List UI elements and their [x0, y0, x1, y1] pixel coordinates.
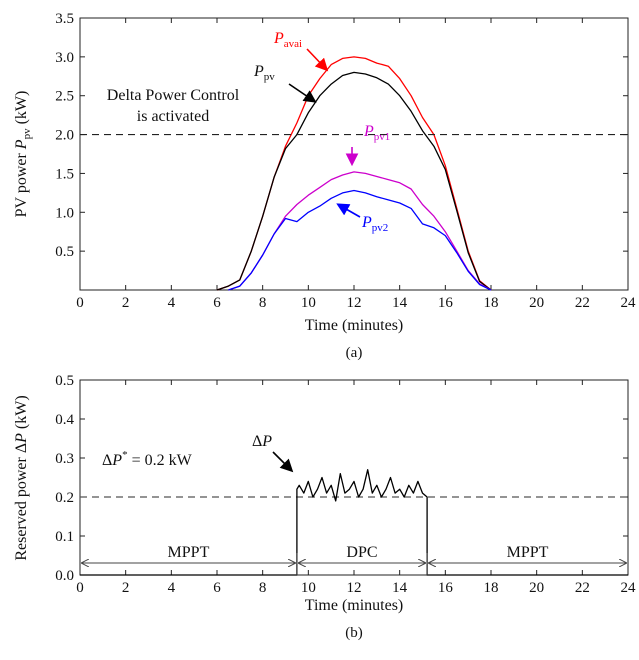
caption-a: (a) [346, 345, 363, 361]
x-tick-label-a: 12 [347, 295, 362, 311]
plot-area-a [79, 17, 629, 291]
x-tick-label-b: 0 [76, 580, 84, 596]
panel-a: 0 2 4 6 8 10 12 14 16 18 20 22 240.51.01.52.02.53.03… [13, 11, 636, 361]
series-group-b [80, 469, 628, 576]
x-tick-label-b: 24 [621, 580, 637, 596]
y-tick-label-a: 3.0 [55, 50, 74, 66]
y-tick-label-b: 0.4 [55, 412, 74, 428]
arrow-p-pv [288, 83, 317, 103]
x-tick-label-b: 4 [168, 580, 176, 596]
label-delta-p: ΔP [252, 433, 272, 450]
axis-ticks-b: 0 2 4 6 8 10 12 14 16 18 20 22 240.00.10.20.30.40.5 [55, 373, 636, 596]
y-tick-label-b: 0.2 [55, 490, 74, 506]
x-tick-label-b: 8 [259, 580, 267, 596]
y-axis-label-b: Reserved power ΔP (kW) [13, 395, 30, 560]
label-p-pv: Ppv [253, 63, 275, 83]
x-tick-label-a: 0 [76, 295, 84, 311]
x-tick-label-a: 22 [575, 295, 590, 311]
y-tick-label-a: 0.5 [55, 244, 74, 260]
x-axis-label-a: Time (minutes) [305, 317, 404, 334]
x-tick-label-b: 14 [392, 580, 408, 596]
region-label-2: MPPT [507, 544, 549, 561]
y-tick-label-a: 2.5 [55, 89, 74, 105]
x-tick-label-a: 10 [301, 295, 316, 311]
x-tick-label-b: 2 [122, 580, 130, 596]
arrow-delta-p [272, 451, 294, 473]
region-label-1: DPC [346, 544, 377, 561]
x-tick-label-a: 16 [438, 295, 454, 311]
x-tick-label-b: 10 [301, 580, 316, 596]
x-tick-label-a: 14 [392, 295, 408, 311]
y-tick-label-b: 0.3 [55, 451, 74, 467]
regions-b: MPPT DPC MPPT [82, 544, 626, 575]
y-tick-label-a: 1.0 [55, 205, 74, 221]
arrow-p-pv2 [336, 203, 361, 218]
x-tick-label-a: 20 [529, 295, 544, 311]
caption-b: (b) [345, 625, 363, 641]
series-line-b-0 [80, 469, 628, 576]
x-tick-label-b: 6 [213, 580, 221, 596]
ref-label-b: ΔP* = 0.2 kW [102, 449, 193, 469]
y-tick-label-b: 0.5 [55, 373, 74, 389]
label-p-pv2: Ppv2 [361, 214, 388, 234]
ref-label-a-line2: is activated [137, 108, 209, 125]
y-tick-label-a: 2.0 [55, 128, 74, 144]
ref-label-bg-b [96, 448, 216, 470]
x-tick-label-a: 2 [122, 295, 130, 311]
x-tick-label-b: 12 [347, 580, 362, 596]
x-axis-label-b: Time (minutes) [305, 597, 404, 614]
region-label-0: MPPT [168, 544, 210, 561]
label-p-avai: Pavai [273, 30, 302, 50]
x-tick-label-b: 22 [575, 580, 590, 596]
y-tick-label-a: 3.5 [55, 11, 74, 27]
label-p-pv1: Ppv1 [363, 123, 390, 143]
x-tick-label-a: 24 [621, 295, 637, 311]
x-tick-label-b: 20 [529, 580, 544, 596]
x-tick-label-b: 18 [484, 580, 499, 596]
x-tick-label-a: 18 [484, 295, 499, 311]
x-tick-label-a: 6 [213, 295, 221, 311]
y-tick-label-b: 0.1 [55, 529, 74, 545]
series-line-a-3 [228, 189, 492, 291]
y-tick-label-a: 1.5 [55, 166, 74, 182]
series-line-a-1 [216, 71, 492, 291]
x-tick-label-a: 8 [259, 295, 267, 311]
x-tick-label-b: 16 [438, 580, 454, 596]
series-group-a [216, 56, 492, 291]
axis-ticks-a: 0 2 4 6 8 10 12 14 16 18 20 22 240.51.01.52.02.53.03… [55, 11, 636, 311]
ref-label-bg-a [86, 82, 266, 128]
arrow-p-avai [306, 48, 329, 72]
y-tick-label-b: 0.0 [55, 568, 74, 584]
ref-label-a-line1: Delta Power Control [107, 87, 240, 104]
y-axis-label-a: PV power Ppv (kW) [13, 91, 33, 218]
panel-b: 0 2 4 6 8 10 12 14 16 18 20 22 240.00.10.20.30.40.5 … [13, 373, 636, 641]
x-tick-label-a: 4 [168, 295, 176, 311]
